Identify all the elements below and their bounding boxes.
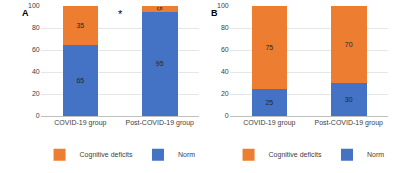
svg-text:60: 60 [221,46,229,53]
svg-text:25: 25 [265,99,273,106]
svg-text:40: 40 [32,68,40,75]
svg-text:35: 35 [76,22,84,29]
svg-text:80: 80 [32,24,40,31]
svg-text:Post-COVID-19 group: Post-COVID-19 group [315,119,384,127]
svg-text:Post-COVID-19 group: Post-COVID-19 group [126,119,195,127]
svg-text:60: 60 [32,46,40,53]
svg-text:Norm: Norm [367,151,384,158]
svg-text:COVID-19 group: COVID-19 group [54,119,106,127]
svg-text:A: A [22,8,29,18]
svg-text:Norm: Norm [178,151,195,158]
svg-text:30: 30 [345,96,353,103]
svg-text:0: 0 [225,112,229,119]
svg-text:100: 100 [28,2,40,9]
svg-text:70: 70 [345,41,353,48]
svg-text:75: 75 [265,44,273,51]
svg-text:20: 20 [221,90,229,97]
svg-text:COVID-19 group: COVID-19 group [243,119,295,127]
svg-text:B: B [211,8,218,18]
svg-text:5: 5 [156,7,163,11]
svg-text:20: 20 [32,90,40,97]
svg-text:80: 80 [221,24,229,31]
svg-text:Cognitive deficits: Cognitive deficits [269,151,322,159]
svg-text:40: 40 [221,68,229,75]
svg-text:*: * [118,8,123,20]
svg-text:Cognitive deficits: Cognitive deficits [80,151,133,159]
svg-text:65: 65 [76,77,84,84]
svg-text:0: 0 [36,112,40,119]
svg-text:100: 100 [217,2,229,9]
svg-text:95: 95 [156,60,164,67]
